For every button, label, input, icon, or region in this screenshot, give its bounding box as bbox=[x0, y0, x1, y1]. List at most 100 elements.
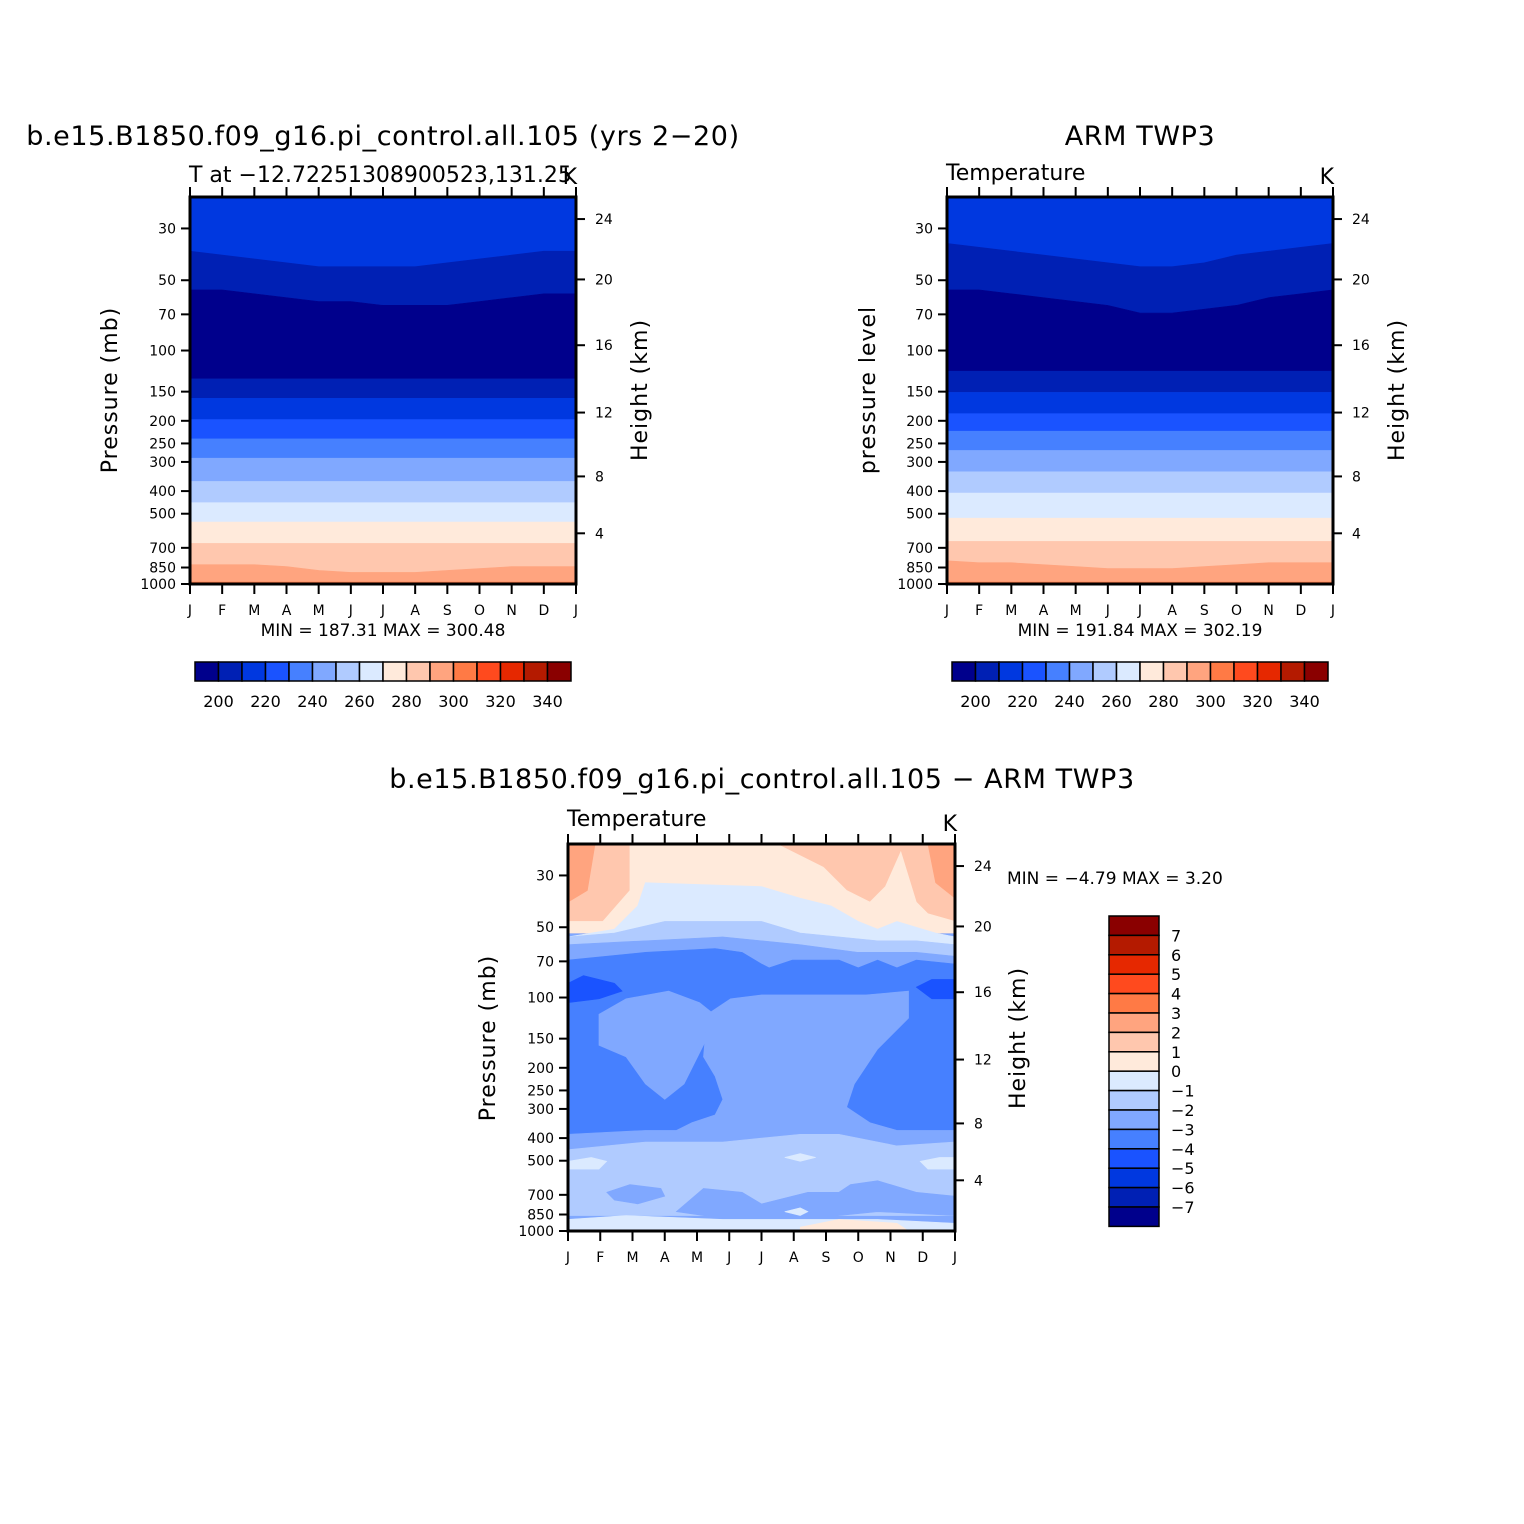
panel-model-xtick-label: O bbox=[474, 603, 485, 619]
panel-diff-rtick-label: 8 bbox=[974, 1116, 983, 1132]
panel-diff-colorbar-box bbox=[1108, 934, 1160, 956]
panel-obs-units: K bbox=[1320, 165, 1335, 190]
panel-diff-units: K bbox=[943, 812, 958, 837]
panel-model-ytick-label: 300 bbox=[149, 455, 176, 471]
panel-diff-colorbar-box bbox=[1108, 1031, 1160, 1053]
panel-model-xtick-label: M bbox=[248, 603, 260, 619]
panel-diff-colorbar-label: 1 bbox=[1171, 1043, 1181, 1062]
panel-obs-ylabel-right: Height (km) bbox=[1385, 319, 1410, 461]
panel-model-rtick-label: 16 bbox=[595, 338, 613, 354]
panel-diff-colorbar-box bbox=[1108, 1128, 1160, 1150]
panel-obs-xtick-label: S bbox=[1200, 603, 1209, 619]
panel-diff-colorbar-box bbox=[1108, 915, 1160, 937]
panel-obs-ylabel: pressure level bbox=[856, 306, 881, 474]
panel-model-colorbar-label: 280 bbox=[391, 692, 422, 711]
panel-obs-xtick-label: D bbox=[1295, 603, 1306, 619]
panel-model-colorbar-label: 240 bbox=[297, 692, 328, 711]
panel-model-colorbar-box bbox=[358, 661, 384, 682]
panel-diff-ytick-label: 70 bbox=[536, 954, 554, 970]
panel-model-xtick-label: S bbox=[443, 603, 452, 619]
panel-model-colorbar-box bbox=[194, 661, 220, 682]
panel-diff-colorbar-box bbox=[1108, 992, 1160, 1014]
panel-model-ytick-label: 700 bbox=[149, 541, 176, 557]
panel-diff-rtick-label: 4 bbox=[974, 1173, 983, 1189]
panel-model-colorbar-label: 200 bbox=[203, 692, 234, 711]
panel-obs-ytick-label: 500 bbox=[906, 507, 933, 523]
panel-obs-colorbar-box bbox=[1021, 661, 1047, 682]
panel-diff-title: b.e15.B1850.f09_g16.pi_control.all.105 −… bbox=[389, 764, 1134, 795]
panel-diff-colorbar-label: −4 bbox=[1171, 1140, 1195, 1159]
panel-model-colorbar-box bbox=[264, 661, 290, 682]
panel-diff-xtick-label: O bbox=[853, 1250, 864, 1266]
panel-obs-xtick-label: M bbox=[1070, 603, 1082, 619]
panel-obs-xtick-label: J bbox=[1330, 603, 1335, 619]
panel-diff-ylabel: Pressure (mb) bbox=[476, 955, 501, 1122]
panel-obs-colorbar-box bbox=[1303, 661, 1329, 682]
panel-model-xtick-label: A bbox=[410, 603, 420, 619]
panel-diff-xtick-label: A bbox=[789, 1250, 799, 1266]
panel-model-colorbar-box bbox=[546, 661, 572, 682]
panel-obs-xtick-label: M bbox=[1005, 603, 1017, 619]
panel-diff-rtick-label: 12 bbox=[974, 1053, 992, 1069]
panel-obs-colorbar-box bbox=[1256, 661, 1282, 682]
panel-model-ytick-label: 850 bbox=[149, 561, 176, 577]
panel-model-colorbar-label: 300 bbox=[438, 692, 469, 711]
panel-model-ytick-label: 500 bbox=[149, 507, 176, 523]
panel-diff-region bbox=[598, 990, 720, 1100]
panel-diff-xtick-label: A bbox=[660, 1250, 670, 1266]
panel-model-ylabel-right: Height (km) bbox=[628, 319, 653, 461]
panel-diff-colorbar-label: −5 bbox=[1171, 1159, 1195, 1178]
panel-model-ytick-label: 30 bbox=[158, 221, 176, 237]
panel-model-colorbar-box bbox=[405, 661, 431, 682]
panel-model-title: b.e15.B1850.f09_g16.pi_control.all.105 (… bbox=[26, 121, 739, 152]
panel-model-colorbar: 200 220 240 260 280 300 320 340 bbox=[194, 661, 572, 711]
panel-obs-colorbar-label: 240 bbox=[1054, 692, 1085, 711]
panel-obs-colorbar-box bbox=[998, 661, 1024, 682]
panel-diff-colorbar-label: 4 bbox=[1171, 985, 1181, 1004]
panel-diff-colorbar-box bbox=[1108, 1186, 1160, 1208]
panel-model-band bbox=[189, 521, 577, 544]
panel-model-ytick-label: 150 bbox=[149, 385, 176, 401]
panel-model-colorbar-label: 260 bbox=[344, 692, 375, 711]
panel-diff-colorbar-box bbox=[1108, 1109, 1160, 1131]
panel-model-colorbar-box bbox=[335, 661, 361, 682]
panel-diff-xtick-label: J bbox=[726, 1250, 731, 1266]
panel-model-band bbox=[189, 378, 577, 399]
panel-obs-xtick-label: J bbox=[1105, 603, 1110, 619]
panel-model-ytick-label: 100 bbox=[149, 344, 176, 360]
panel-model-colorbar-label: 340 bbox=[532, 692, 563, 711]
panel-obs-ytick-label: 100 bbox=[906, 344, 933, 360]
panel-model-xtick-label: F bbox=[218, 603, 226, 619]
panel-obs-ytick-label: 1000 bbox=[897, 577, 933, 593]
panel-model-colorbar-box bbox=[429, 661, 455, 682]
panel-obs-ytick-label: 50 bbox=[915, 273, 933, 289]
panel-model: b.e15.B1850.f09_g16.pi_control.all.105 (… bbox=[26, 121, 739, 711]
panel-diff-ytick-label: 500 bbox=[527, 1154, 554, 1170]
panel-model-colorbar-box bbox=[452, 661, 478, 682]
panel-diff-colorbar-label: 0 bbox=[1171, 1062, 1181, 1081]
panel-model-colorbar-box bbox=[523, 661, 549, 682]
panel-diff-xtick-label: M bbox=[626, 1250, 638, 1266]
panel-model-xtick-label: J bbox=[573, 603, 578, 619]
panel-model-xtick-label: D bbox=[538, 603, 549, 619]
panel-diff-xtick-label: S bbox=[822, 1250, 831, 1266]
panel-model-xtick-label: A bbox=[282, 603, 292, 619]
panel-model-rtick-label: 24 bbox=[595, 212, 613, 228]
panel-diff-rtick-label: 20 bbox=[974, 919, 992, 935]
panel-model-rtick-label: 4 bbox=[595, 526, 604, 542]
panel-diff-xtick-label: N bbox=[885, 1250, 895, 1266]
panel-model-ytick-label: 250 bbox=[149, 436, 176, 452]
panel-obs-rtick-label: 20 bbox=[1352, 272, 1370, 288]
panel-obs-colorbar-label: 260 bbox=[1101, 692, 1132, 711]
panel-obs-ytick-label: 400 bbox=[906, 484, 933, 500]
panel-obs-ytick-label: 30 bbox=[915, 221, 933, 237]
panel-diff-xtick-label: F bbox=[596, 1250, 604, 1266]
panel-diff-ytick-label: 850 bbox=[527, 1208, 554, 1224]
panel-obs-minmax: MIN = 191.84 MAX = 302.19 bbox=[1018, 621, 1263, 641]
panel-diff-colorbar-label: 6 bbox=[1171, 946, 1181, 965]
panel-model-rtick-label: 12 bbox=[595, 406, 613, 422]
panel-diff-colorbar-box bbox=[1108, 1089, 1160, 1111]
panel-obs-xtick-label: N bbox=[1263, 603, 1273, 619]
panel-obs-field bbox=[946, 196, 1334, 585]
